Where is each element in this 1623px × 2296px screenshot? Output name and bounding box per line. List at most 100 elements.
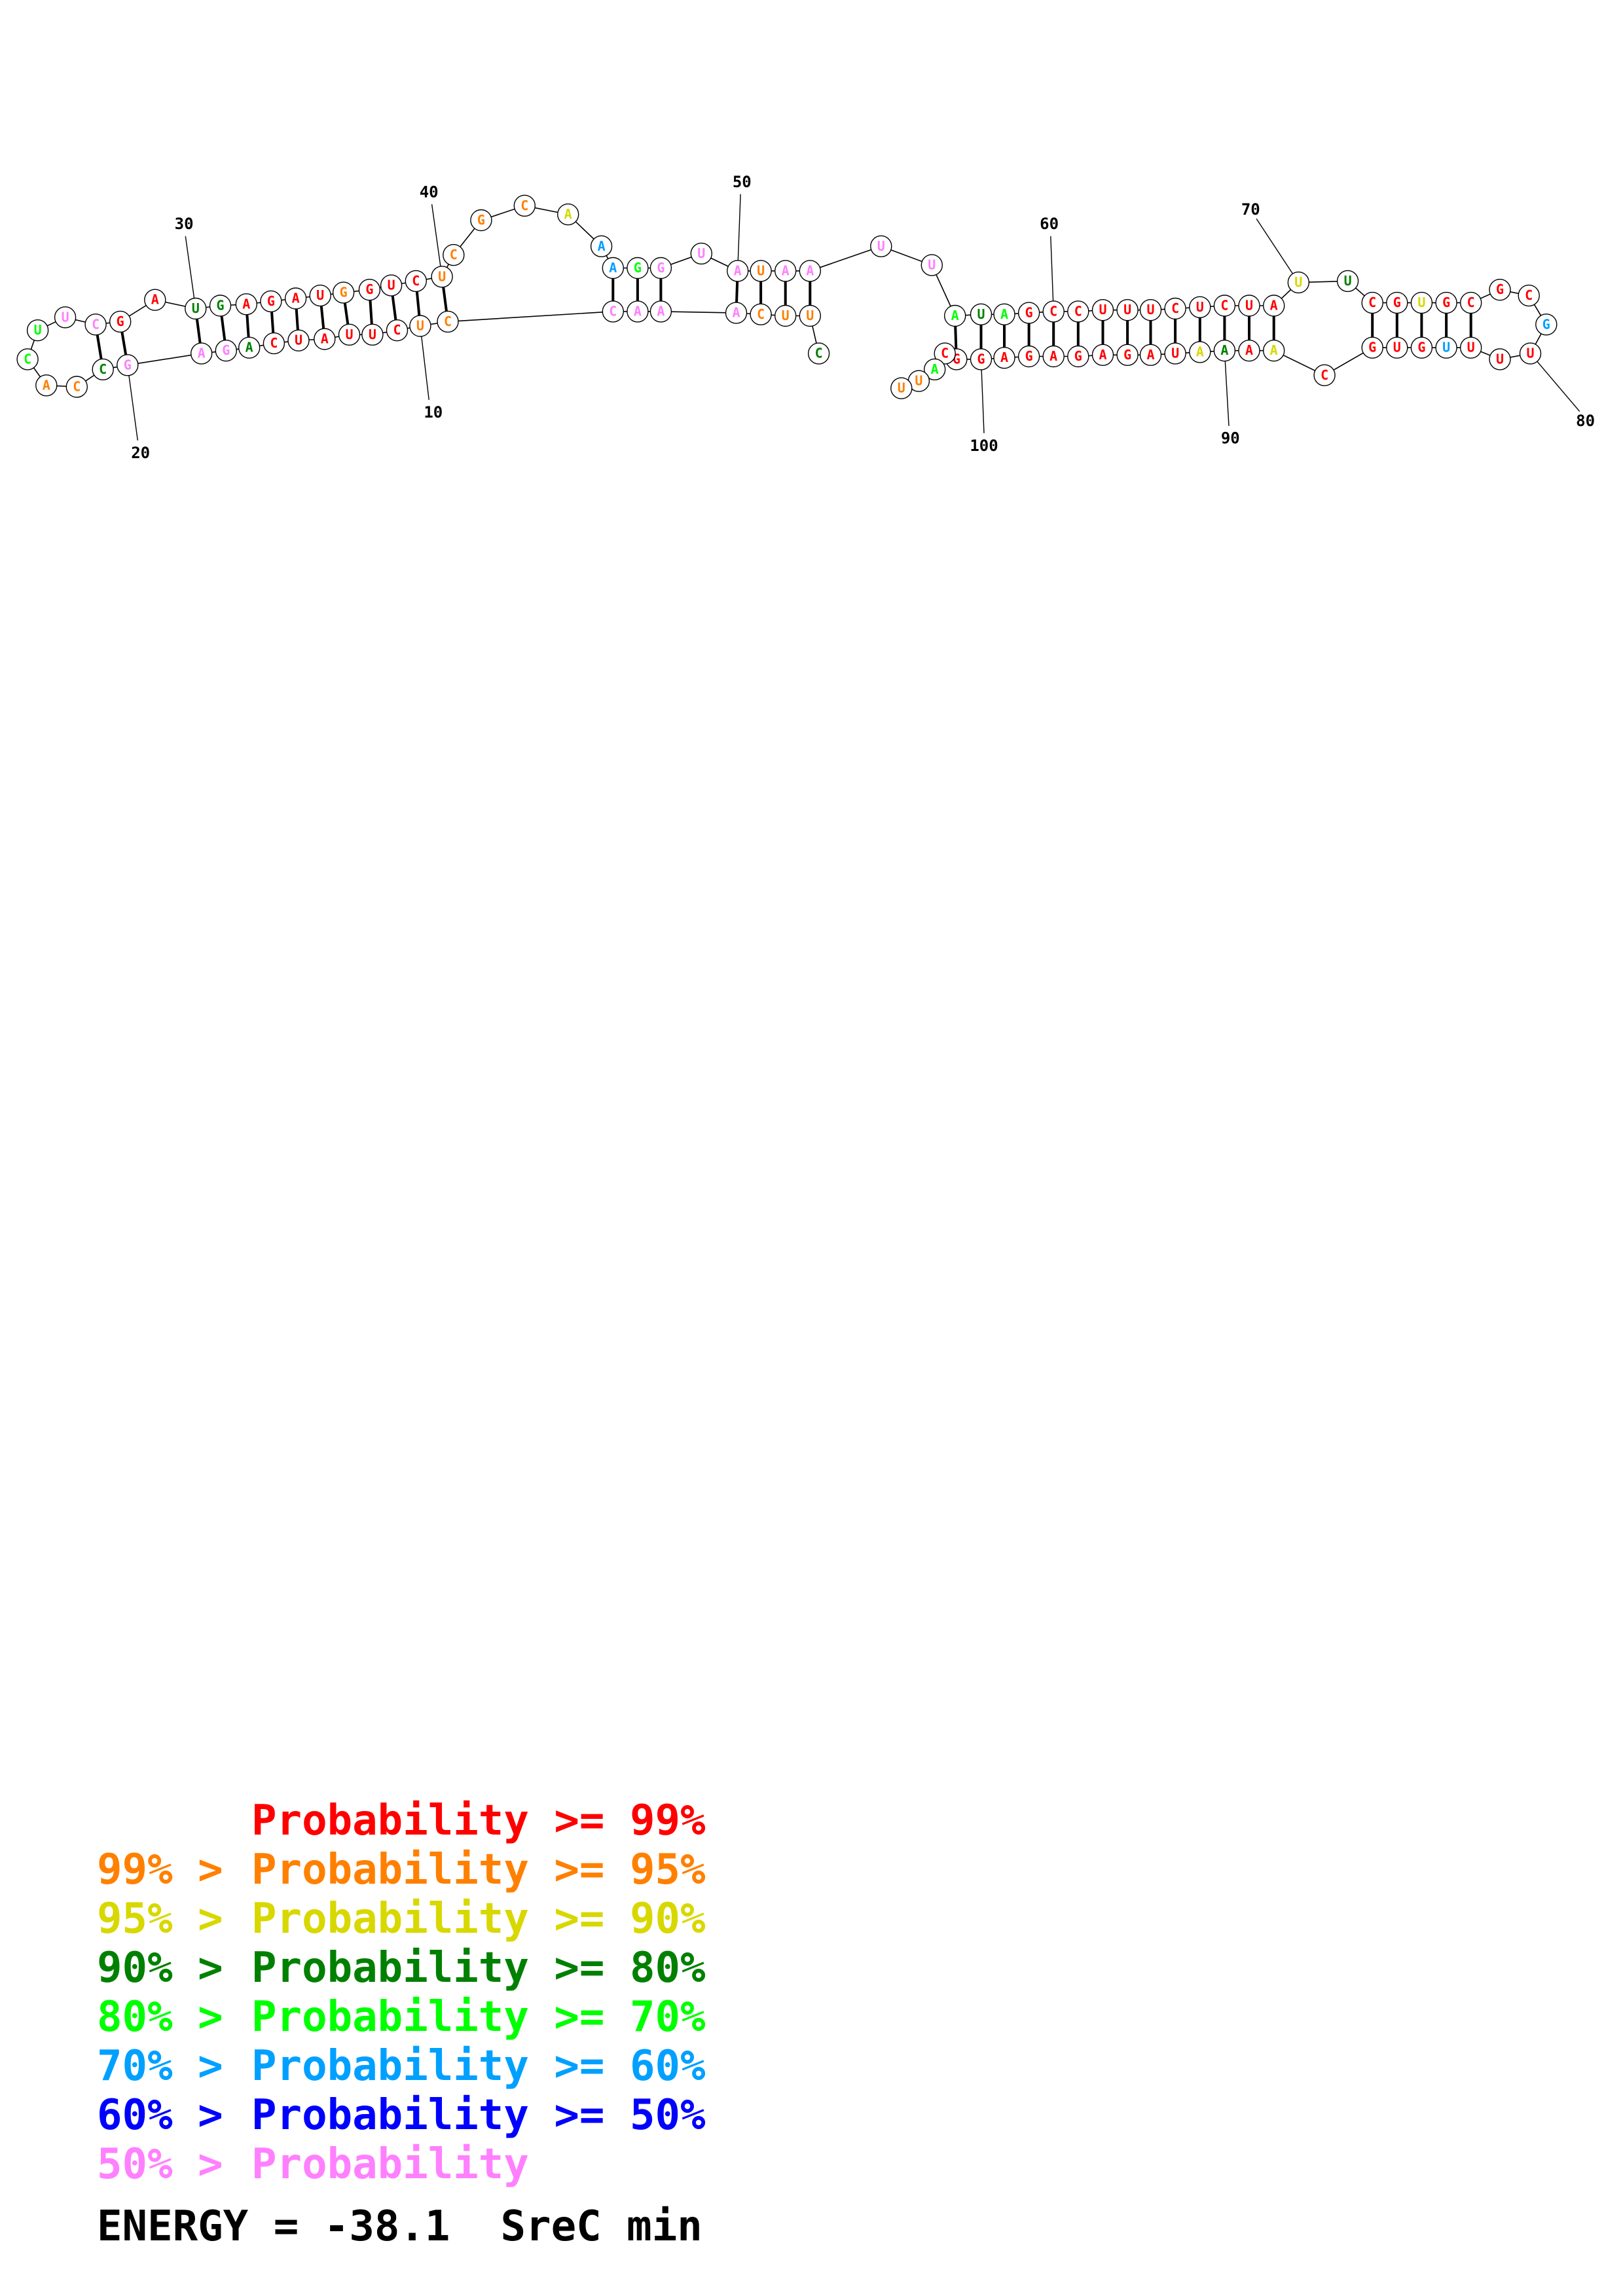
nucleotide: U [970,303,993,325]
nucleotide: C [405,270,427,293]
nucleotide-circle [263,332,285,355]
nucleotide-circle [774,304,797,327]
nucleotide: G [332,281,355,304]
nucleotide-circle [215,340,237,362]
nucleotide: C [386,319,409,342]
nucleotide: A [1262,295,1285,317]
nucleotide-letter: A [292,291,300,306]
nucleotide-letter: G [1442,295,1450,310]
nucleotide-letter: C [393,322,401,338]
nucleotide: U [1287,271,1310,294]
nucleotide-letter: C [1220,298,1228,314]
nucleotide-circle [1213,295,1236,317]
nucleotide-circle [557,203,579,226]
legend-row: 60% > Probability >= 50% [97,2091,706,2140]
nucleotide: C [1361,291,1383,314]
legend-lower-bound: 50% > [97,2140,249,2189]
nucleotide-circle [1238,295,1260,317]
nucleotide-circle [470,209,492,232]
nucleotide: U [1489,348,1511,370]
nucleotide-circle [109,310,132,333]
position-tick-line [420,325,429,400]
nucleotide-letter: G [634,260,642,276]
nucleotide: C [437,310,459,333]
nucleotide-circle [1262,340,1285,362]
nucleotide-circle [1017,302,1040,324]
position-tick-label: 50 [733,173,752,191]
nucleotide-circle [1116,344,1139,366]
nucleotide: U [1164,342,1186,365]
nucleotide: U [431,266,453,288]
nucleotide-letter: U [1344,273,1352,289]
nucleotide-circle [260,290,282,313]
nucleotide: G [470,209,492,232]
nucleotide-circle [437,310,459,333]
nucleotide-circle [1067,300,1089,323]
nucleotide: G [1017,345,1040,368]
nucleotide-letter: U [388,278,395,293]
nucleotide-letter: C [24,351,31,367]
nucleotide: G [627,257,649,279]
position-tick-line [431,204,443,277]
nucleotide-circle [1164,342,1186,365]
nucleotide: C [1164,297,1186,320]
nucleotide-circle [338,323,361,346]
nucleotide-circle [649,257,672,279]
nucleotide: U [1410,291,1433,314]
legend-lower-bound: 95% > [97,1895,249,1943]
nucleotide-letter: C [1467,295,1475,310]
nucleotide: C [1518,284,1540,307]
nucleotide-circle [725,302,748,324]
nucleotide: U [1386,336,1408,359]
nucleotide: C [1313,364,1336,386]
nucleotide: G [358,279,381,301]
nucleotide: G [109,310,132,333]
nucleotide-letter: A [564,206,572,222]
nucleotide: A [993,347,1015,369]
nucleotide: A [602,257,624,279]
nucleotide: A [238,336,261,359]
nucleotide-letter: G [216,298,224,314]
nucleotide-letter: U [34,322,42,338]
nucleotide-circle [890,377,913,399]
position-tick-line [737,194,741,271]
nucleotide-letter: U [316,287,324,303]
nucleotide-circle [1410,291,1433,314]
position-tick-line [1529,353,1580,412]
nucleotide-circle [287,329,310,351]
nucleotide: A [799,260,822,282]
nucleotide: U [870,235,892,257]
nucleotide-letter: A [246,340,253,355]
nucleotide-letter: C [270,335,278,351]
nucleotide: A [1189,341,1211,363]
nucleotide: A [590,235,613,257]
nucleotide-letter: U [757,262,765,278]
nucleotide-letter: U [915,373,922,389]
nucleotide-letter: U [416,318,424,334]
nucleotide-circle [144,289,166,311]
nucleotide: U [26,319,49,342]
nucleotide-circle [870,235,892,257]
nucleotide-letter: C [1049,303,1057,319]
nucleotide: U [907,370,930,392]
position-tick-line [1050,236,1054,312]
legend-range-label: Probability >= 80% [251,1944,706,1992]
nucleotide: C [263,332,285,355]
nucleotide-circle [774,260,797,282]
position-tick-label: 30 [175,215,194,233]
nucleotide-circle [314,328,336,350]
legend-range-label: Probability >= 50% [251,2091,706,2140]
position-tick-label: 10 [424,403,443,422]
nucleotide: U [1435,336,1457,359]
position-tick-label: 40 [420,183,439,201]
nucleotide-letter: U [977,306,985,322]
nucleotide-circle [284,287,307,310]
nucleotide-circle [1518,284,1540,307]
nucleotide-letter: A [1245,342,1253,358]
nucleotide: G [1116,344,1139,366]
nucleotide: U [799,304,822,327]
nucleotide-letter: U [697,245,705,261]
nucleotide-circle [16,348,39,370]
nucleotide: A [1139,344,1162,366]
nucleotide-circle [649,300,672,323]
